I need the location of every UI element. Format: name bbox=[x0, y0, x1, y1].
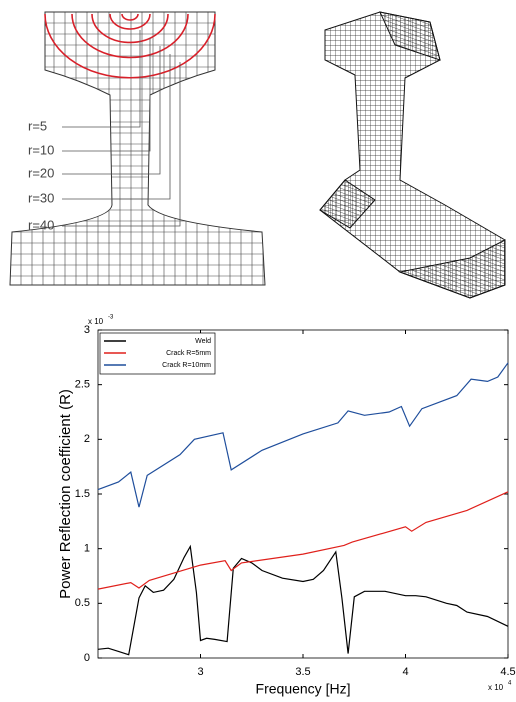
series-line bbox=[98, 492, 508, 589]
plot-frame bbox=[98, 330, 508, 658]
leader-lines bbox=[62, 30, 180, 226]
x-axis-label: Frequency [Hz] bbox=[256, 681, 351, 697]
x-tick-label: 4.5 bbox=[500, 666, 515, 678]
series-line bbox=[98, 363, 508, 507]
y-tick-label: 1 bbox=[84, 543, 90, 555]
page: r=5r=10r=20r=30r=4000.511.522.5333.544.5… bbox=[0, 0, 516, 702]
y-tick-label: 2 bbox=[84, 433, 90, 445]
crack-arcs bbox=[45, 14, 215, 78]
y-tick-label: 1.5 bbox=[75, 488, 90, 500]
leader-line bbox=[62, 38, 150, 151]
crack-arc bbox=[122, 14, 138, 20]
x-exponent: 4 bbox=[508, 681, 512, 687]
y-exponent: -3 bbox=[108, 315, 114, 321]
figure: r=5r=10r=20r=30r=4000.511.522.5333.544.5… bbox=[0, 0, 516, 702]
radius-label: r=5 bbox=[28, 118, 47, 133]
y-multiplier: x 10 bbox=[88, 317, 104, 326]
crack-arc bbox=[45, 14, 215, 78]
x-tick-label: 3 bbox=[197, 666, 203, 678]
x-tick-label: 3.5 bbox=[295, 666, 310, 678]
x-tick-label: 4 bbox=[402, 666, 408, 678]
y-tick-label: 2.5 bbox=[75, 379, 90, 391]
radius-label: r=40 bbox=[28, 217, 54, 232]
radius-label: r=10 bbox=[28, 142, 54, 157]
x-multiplier: x 10 bbox=[488, 683, 504, 692]
crack-arc bbox=[110, 14, 150, 29]
y-tick-label: 0.5 bbox=[75, 597, 90, 609]
legend-label: Weld bbox=[195, 338, 211, 345]
y-axis-label: Power Reflection coefficient (R) bbox=[57, 389, 74, 599]
rail-3d-mesh bbox=[320, 12, 505, 298]
series-line bbox=[98, 547, 508, 655]
radius-label: r=30 bbox=[28, 190, 54, 205]
legend-label: Crack R=10mm bbox=[162, 362, 211, 369]
legend-label: Crack R=5mm bbox=[166, 350, 211, 357]
radius-label: r=20 bbox=[28, 165, 54, 180]
y-tick-label: 0 bbox=[84, 652, 90, 664]
